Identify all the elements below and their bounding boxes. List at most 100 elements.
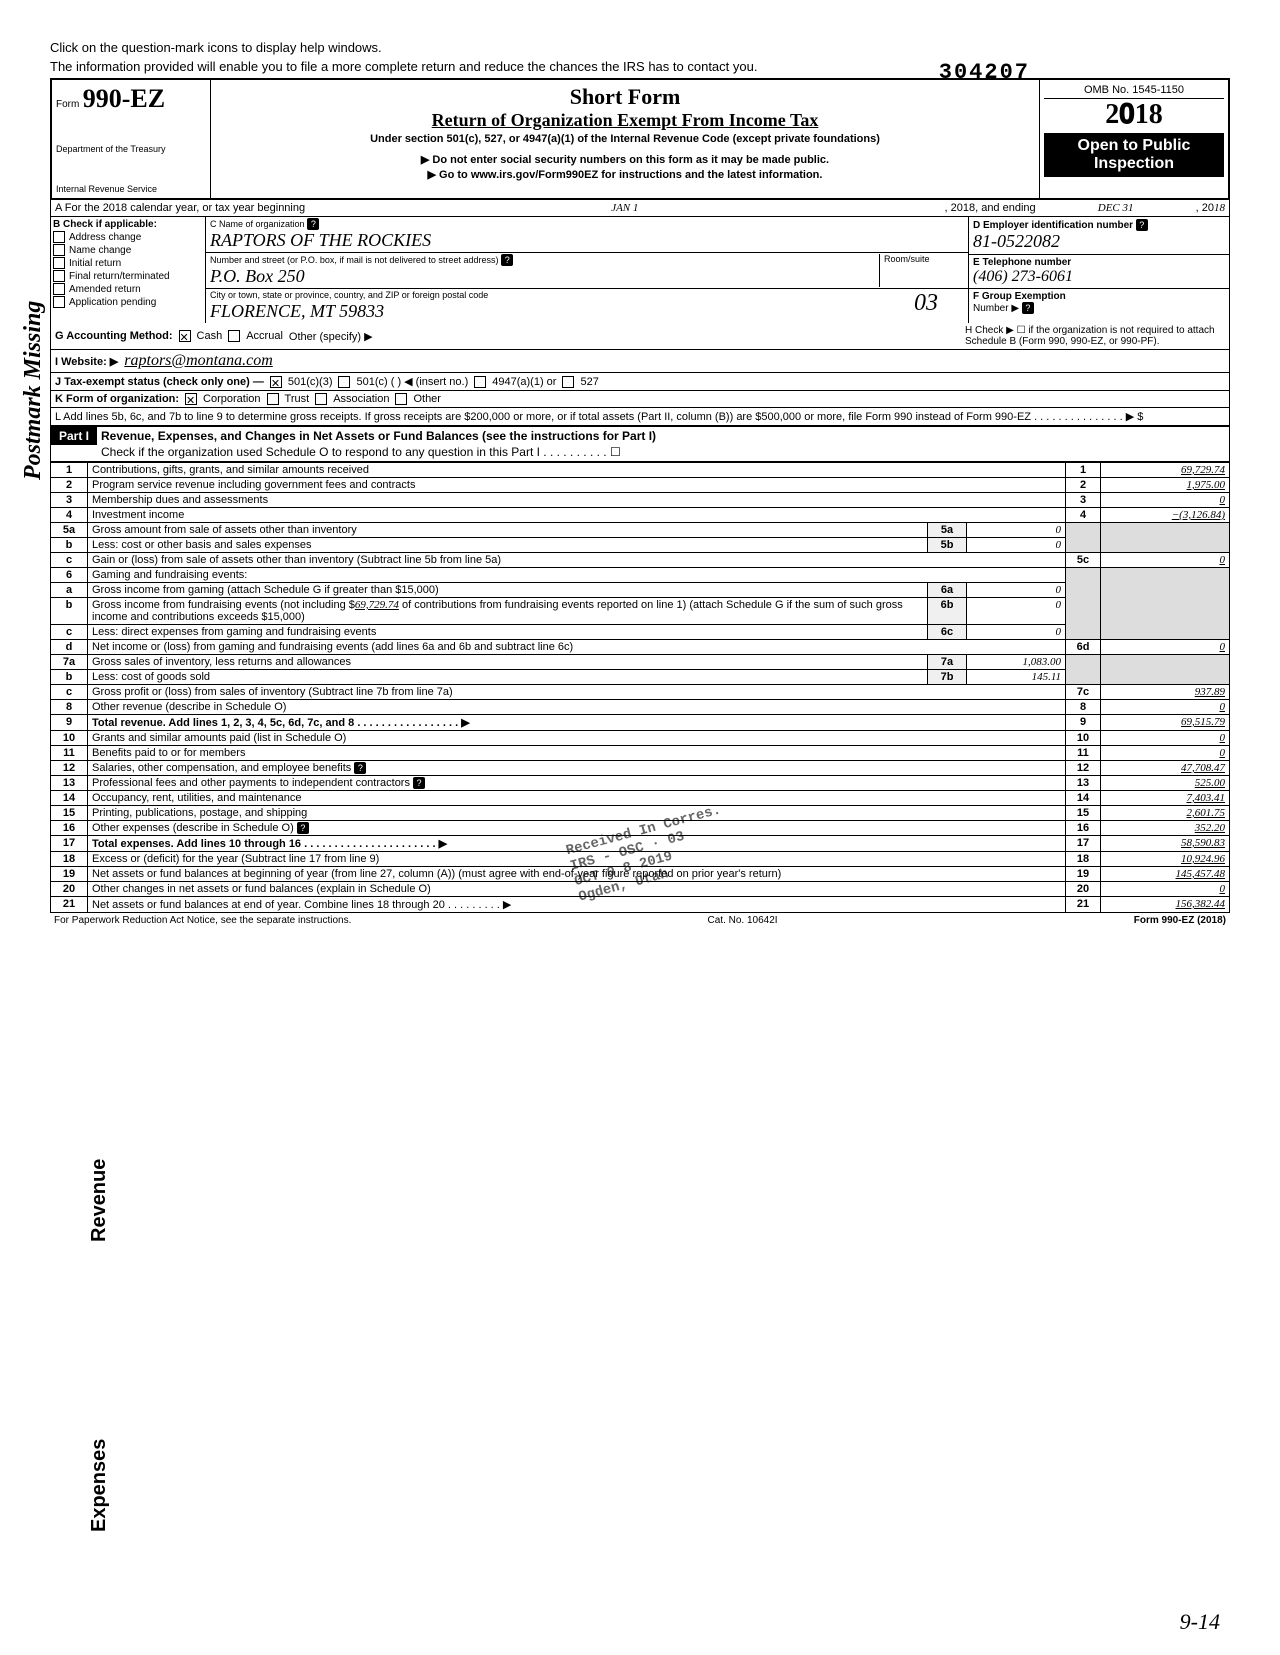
- j-501c: 501(c) ( ) ◀ (insert no.): [356, 375, 468, 388]
- line-6-intro: Gaming and fundraising events:: [92, 569, 247, 581]
- chk-final-return[interactable]: Final return/terminated: [53, 270, 203, 282]
- line-18-val: 10,924.96: [1101, 852, 1230, 867]
- line-5b-box: 5b: [928, 538, 967, 553]
- row-a-end: DEC 31: [1036, 202, 1196, 214]
- line-6b-pre: Gross income from fundraising events (no…: [92, 599, 355, 611]
- chk-assoc[interactable]: [315, 393, 327, 405]
- row-a-yr-val: 18: [1214, 202, 1225, 214]
- help-note-2: The information provided will enable you…: [50, 59, 1230, 74]
- part-1-header: Part I Revenue, Expenses, and Changes in…: [50, 426, 1230, 462]
- chk-amended[interactable]: Amended return: [53, 283, 203, 295]
- d-ein: 81-0522082: [973, 231, 1060, 251]
- help-icon[interactable]: ?: [354, 762, 366, 774]
- line-5c-val: 0: [1101, 553, 1230, 568]
- chk-cash[interactable]: ✕: [179, 330, 191, 342]
- help-icon[interactable]: ?: [1022, 302, 1034, 314]
- chk-address-change[interactable]: Address change: [53, 231, 203, 243]
- help-icon[interactable]: ?: [307, 218, 319, 230]
- line-19-val: 145,457.48: [1101, 867, 1230, 882]
- row-l: L Add lines 5b, 6c, and 7b to line 9 to …: [50, 408, 1230, 426]
- e-label: E Telephone number: [973, 257, 1071, 268]
- line-6d-desc: Net income or (loss) from gaming and fun…: [92, 641, 573, 653]
- line-16-val: 352.20: [1101, 821, 1230, 836]
- side-expenses-label: Expenses: [88, 1439, 111, 1532]
- chk-501c[interactable]: [338, 376, 350, 388]
- open-public-2: Inspection: [1048, 155, 1220, 173]
- chk-other-org[interactable]: [395, 393, 407, 405]
- b-label: B Check if applicable:: [53, 219, 203, 230]
- line-5a-mv: 0: [967, 523, 1066, 538]
- line-10-desc: Grants and similar amounts paid (list in…: [92, 732, 346, 744]
- chk-name-change[interactable]: Name change: [53, 244, 203, 256]
- line-21-desc: Net assets or fund balances at end of ye…: [92, 899, 511, 911]
- line-15-desc: Printing, publications, postage, and shi…: [92, 807, 307, 819]
- line-2-desc: Program service revenue including govern…: [92, 479, 415, 491]
- chk-app-pending[interactable]: Application pending: [53, 296, 203, 308]
- line-5b-mv: 0: [967, 538, 1066, 553]
- line-15-val: 2,601.75: [1101, 806, 1230, 821]
- line-9-val: 69,515.79: [1101, 715, 1230, 731]
- line-6c-mv: 0: [967, 625, 1066, 640]
- line-17-desc: Total expenses. Add lines 10 through 16 …: [92, 838, 447, 850]
- k-trust: Trust: [285, 393, 310, 405]
- part1-label: Part I: [51, 427, 97, 445]
- row-i: I Website: ▶ raptors@montana.com: [50, 350, 1230, 373]
- i-label: I Website: ▶: [55, 355, 118, 368]
- line-11-desc: Benefits paid to or for members: [92, 747, 245, 759]
- chk-accrual[interactable]: [228, 330, 240, 342]
- tax-year: 2𝟎201818: [1044, 99, 1224, 131]
- k-other: Other: [413, 393, 441, 405]
- help-icon[interactable]: ?: [413, 777, 425, 789]
- chk-4947[interactable]: [474, 376, 486, 388]
- help-note-1: Click on the question-mark icons to disp…: [50, 40, 1230, 55]
- chk-initial-return[interactable]: Initial return: [53, 257, 203, 269]
- addr-label: Number and street (or P.O. box, if mail …: [210, 255, 498, 265]
- line-5a-box: 5a: [928, 523, 967, 538]
- line-8-desc: Other revenue (describe in Schedule O): [92, 701, 286, 713]
- line-1-desc: Contributions, gifts, grants, and simila…: [92, 464, 369, 476]
- chk-trust[interactable]: [267, 393, 279, 405]
- d-label: D Employer identification number: [973, 220, 1133, 231]
- form-header: Form 990-EZ Department of the Treasury I…: [50, 78, 1230, 200]
- line-7b-desc: Less: cost of goods sold: [92, 671, 210, 683]
- dept-treasury: Department of the Treasury: [56, 144, 206, 154]
- row-a-tax-year: A For the 2018 calendar year, or tax yea…: [50, 200, 1230, 217]
- chk-501c3[interactable]: ✕: [270, 376, 282, 388]
- g-cash: Cash: [197, 330, 223, 342]
- f-label: F Group Exemption: [973, 291, 1066, 302]
- help-icon[interactable]: ?: [297, 822, 309, 834]
- line-12-val: 47,708.47: [1101, 761, 1230, 776]
- dln-stamp: 304207: [939, 60, 1030, 85]
- chk-corp[interactable]: ✕: [185, 393, 197, 405]
- postmark-missing-label: Postmark Missing: [20, 301, 47, 480]
- footer: For Paperwork Reduction Act Notice, see …: [50, 913, 1230, 928]
- city-code: 03: [914, 290, 964, 322]
- line-4-val: −(3,126.84): [1101, 508, 1230, 523]
- g-other: Other (specify) ▶: [289, 330, 373, 343]
- line-11-val: 0: [1101, 746, 1230, 761]
- c-label: C Name of organization: [210, 219, 305, 229]
- line-6d-val: 0: [1101, 640, 1230, 655]
- line-7c-desc: Gross profit or (loss) from sales of inv…: [92, 686, 453, 698]
- i-website: raptors@montana.com: [124, 352, 273, 370]
- open-public-1: Open to Public: [1048, 137, 1220, 155]
- c-org-name: RAPTORS OF THE ROCKIES: [210, 230, 431, 250]
- help-icon[interactable]: ?: [501, 254, 513, 266]
- l-text: L Add lines 5b, 6c, and 7b to line 9 to …: [55, 410, 1143, 423]
- addr-value: P.O. Box 250: [210, 266, 305, 286]
- j-501c3: 501(c)(3): [288, 376, 333, 388]
- form-prefix: Form: [56, 99, 79, 110]
- footer-left: For Paperwork Reduction Act Notice, see …: [54, 915, 351, 926]
- f-label2: Number ▶: [973, 303, 1019, 314]
- side-revenue-label: Revenue: [88, 1159, 111, 1242]
- g-accrual: Accrual: [246, 330, 283, 342]
- page-number: 9-14: [1180, 1609, 1220, 1635]
- omb-number: OMB No. 1545-1150: [1044, 84, 1224, 99]
- line-6a-desc: Gross income from gaming (attach Schedul…: [92, 584, 439, 596]
- line-14-val: 7,403.41: [1101, 791, 1230, 806]
- chk-527[interactable]: [562, 376, 574, 388]
- j-4947: 4947(a)(1) or: [492, 376, 556, 388]
- k-label: K Form of organization:: [55, 393, 179, 405]
- line-7a-box: 7a: [928, 655, 967, 670]
- help-icon[interactable]: ?: [1136, 219, 1148, 231]
